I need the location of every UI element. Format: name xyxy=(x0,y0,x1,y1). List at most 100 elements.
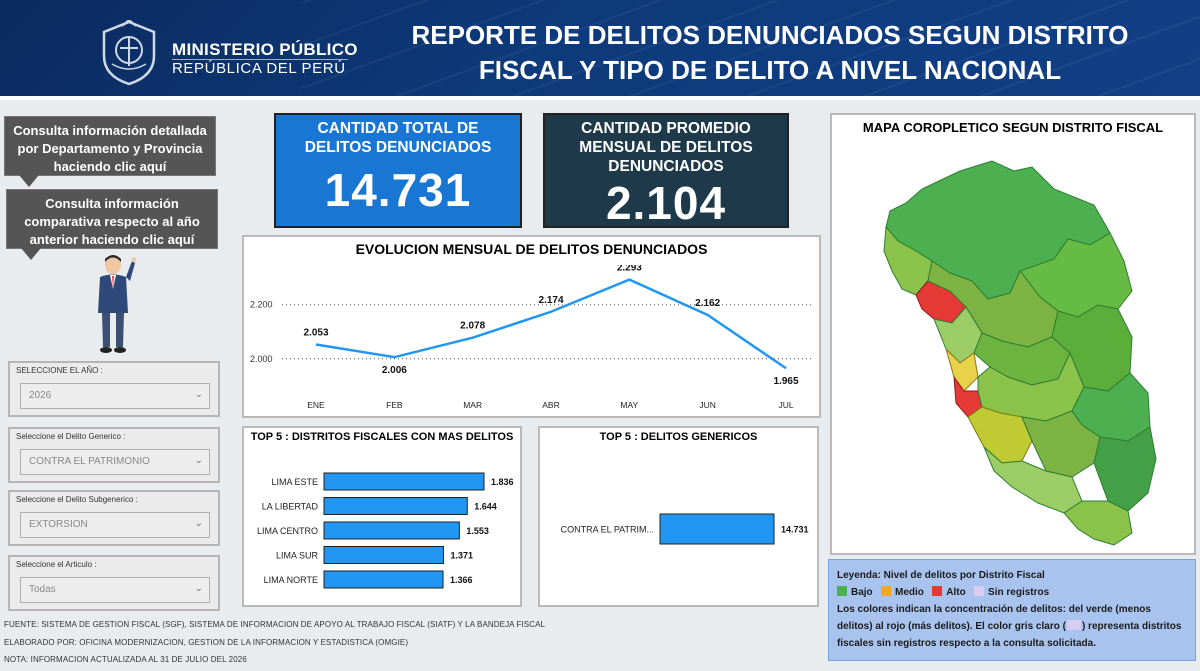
footer-source: FUENTE: SISTEMA DE GESTION FISCAL (SGF),… xyxy=(4,620,546,629)
monthly-trend-chart: 2.000 2.200 2.053 ENE 2.006 FEB 2.078 MAR 2.174 A… xyxy=(250,265,812,410)
top-generic-chart: CONTRA EL PATRIM... 14.731 xyxy=(561,513,809,545)
top-generic-panel: TOP 5 : DELITOS GENERICOS CONTRA EL PATR… xyxy=(538,426,819,607)
legend-label-none: Sin registros xyxy=(988,587,1050,598)
org-name: MINISTERIO PÚBLICO xyxy=(172,40,358,59)
chevron-down-icon: ⌄ xyxy=(194,518,203,529)
legend-item-none: Sin registros xyxy=(974,586,1050,598)
header-banner: MINISTERIO PÚBLICO REPÚBLICA DEL PERÚ RE… xyxy=(0,0,1200,100)
bar-value-label: 14.731 xyxy=(781,525,809,535)
header-stripe xyxy=(0,96,1200,100)
bar-value-label: 1.553 xyxy=(466,526,489,536)
legend-title: Leyenda: Nivel de delitos por Distrito F… xyxy=(837,570,1045,581)
kpi-average-title: CANTIDAD PROMEDIO MENSUAL DE DELITOS DEN… xyxy=(579,120,753,175)
subgeneric-crime-dropdown[interactable]: EXTORSION ⌄ xyxy=(20,512,210,538)
generic-crime-slicer-label: Seleccione el Delito Generico : xyxy=(16,432,126,441)
subgeneric-crime-dropdown-value: EXTORSION xyxy=(29,519,88,530)
data-label: 2.053 xyxy=(303,327,328,338)
legend-item-high: Alto xyxy=(932,586,966,598)
bar-value-label: 1.836 xyxy=(491,477,514,487)
peru-choropleth-map[interactable] xyxy=(832,141,1194,551)
report-title-line1: REPORTE DE DELITOS DENUNCIADOS SEGUN DIS… xyxy=(411,20,1129,50)
year-slicer: SELECCIONE EL AÑO : 2026 ⌄ xyxy=(8,361,220,417)
callout-tail xyxy=(21,248,41,260)
generic-crime-dropdown-value: CONTRA EL PATRIMONIO xyxy=(29,456,150,467)
chevron-down-icon: ⌄ xyxy=(194,583,203,594)
legend-swatch-high xyxy=(932,586,943,596)
top-districts-chart: LIMA ESTE 1.836 LA LIBERTAD 1.644 LIMA CENTR… xyxy=(257,472,514,589)
kpi-total-title: CANTIDAD TOTAL DE DELITOS DENUNCIADOS xyxy=(304,120,492,156)
data-label: 2.293 xyxy=(617,265,642,274)
legend-inline-swatch xyxy=(1066,620,1081,630)
kpi-total-card: CANTIDAD TOTAL DE DELITOS DENUNCIADOS 14… xyxy=(274,113,522,228)
bar xyxy=(323,570,444,589)
detail-query-button[interactable]: Consulta información detallada por Depar… xyxy=(4,116,216,187)
callout-tail xyxy=(19,175,39,187)
subgeneric-crime-slicer: Seleccione el Delito Subgenerico : EXTOR… xyxy=(8,490,220,546)
report-title-line2: FISCAL Y TIPO DE DELITO A NIVEL NACIONAL xyxy=(478,55,1062,85)
legend-items: Bajo Medio Alto Sin registros xyxy=(837,584,1187,601)
legend-label-low: Bajo xyxy=(851,587,873,598)
monthly-trend-title: EVOLUCION MENSUAL DE DELITOS DENUNCIADOS xyxy=(355,241,708,257)
footer-elaborated: ELABORADO POR: OFICINA MODERNIZACION, GE… xyxy=(4,638,409,647)
category-label: LIMA ESTE xyxy=(271,477,318,487)
generic-crime-dropdown[interactable]: CONTRA EL PATRIMONIO ⌄ xyxy=(20,449,210,475)
legend-swatch-none xyxy=(974,586,985,596)
choropleth-map-panel: MAPA COROPLETICO SEGUN DISTRITO FISCAL xyxy=(830,113,1196,555)
data-label: 2.174 xyxy=(538,295,563,306)
article-dropdown-value: Todas xyxy=(29,584,56,595)
category-label: LIMA NORTE xyxy=(264,575,318,585)
subgeneric-crime-slicer-label: Seleccione el Delito Subgenerico : xyxy=(16,495,138,504)
year-dropdown[interactable]: 2026 ⌄ xyxy=(20,383,210,409)
legend-item-medium: Medio xyxy=(881,586,924,598)
legend-label-high: Alto xyxy=(946,587,966,598)
bar-value-label: 1.644 xyxy=(474,502,497,512)
top-districts-title: TOP 5 : DISTRITOS FISCALES CON MAS DELIT… xyxy=(250,431,514,443)
data-label: 1.965 xyxy=(773,376,798,387)
x-tick-label: MAY xyxy=(620,400,638,410)
category-label: LIMA CENTRO xyxy=(257,526,318,536)
data-label: 2.006 xyxy=(382,365,407,376)
kpi-average-card: CANTIDAD PROMEDIO MENSUAL DE DELITOS DEN… xyxy=(543,113,789,229)
x-tick-label: MAR xyxy=(463,400,482,410)
year-slicer-label: SELECCIONE EL AÑO : xyxy=(16,366,103,375)
x-tick-label: JUN xyxy=(699,400,716,410)
category-label: LIMA SUR xyxy=(276,551,319,561)
monthly-trend-panel: EVOLUCION MENSUAL DE DELITOS DENUNCIADOS… xyxy=(242,235,821,418)
x-tick-label: JUL xyxy=(778,400,793,410)
year-dropdown-value: 2026 xyxy=(29,390,52,401)
kpi-total-value: 14.731 xyxy=(324,164,472,216)
bar-value-label: 1.371 xyxy=(450,551,473,561)
footer-note: NOTA: INFORMACION ACTUALIZADA AL 31 DE J… xyxy=(4,655,247,664)
presenter-avatar xyxy=(98,255,136,353)
org-subtitle: REPÚBLICA DEL PERÚ xyxy=(172,60,346,77)
compare-query-label: Consulta información comparativa respect… xyxy=(24,196,200,247)
map-legend: Leyenda: Nivel de delitos por Distrito F… xyxy=(828,559,1196,661)
map-title: MAPA COROPLETICO SEGUN DISTRITO FISCAL xyxy=(862,120,1164,135)
legend-description: Los colores indican la concentración de … xyxy=(837,601,1187,652)
legend-item-low: Bajo xyxy=(837,586,873,598)
bar xyxy=(323,497,468,515)
trend-line xyxy=(315,278,787,370)
article-dropdown[interactable]: Todas ⌄ xyxy=(20,577,210,603)
ministerio-emblem-icon xyxy=(102,20,156,86)
logo-divider xyxy=(172,59,348,60)
bar xyxy=(659,513,775,545)
legend-label-medium: Medio xyxy=(895,587,924,598)
article-slicer: Seleccione el Articulo : Todas ⌄ xyxy=(8,555,220,611)
x-tick-label: ENE xyxy=(307,400,325,410)
map-region-puno[interactable] xyxy=(1093,426,1157,512)
data-label: 2.162 xyxy=(695,298,720,309)
bar-value-label: 1.366 xyxy=(450,575,473,585)
top-generic-title: TOP 5 : DELITOS GENERICOS xyxy=(599,431,758,443)
legend-description-b: ) representa distritos fiscales sin regi… xyxy=(837,621,1182,649)
generic-crime-slicer: Seleccione el Delito Generico : CONTRA E… xyxy=(8,427,220,483)
x-tick-label: FEB xyxy=(386,400,403,410)
top-districts-panel: TOP 5 : DISTRITOS FISCALES CON MAS DELIT… xyxy=(242,426,522,607)
compare-query-button[interactable]: Consulta información comparativa respect… xyxy=(6,189,218,260)
map-region-moquegua-tacna[interactable] xyxy=(1063,500,1133,546)
legend-swatch-low xyxy=(837,586,847,596)
chevron-down-icon: ⌄ xyxy=(194,389,203,400)
category-label: LA LIBERTAD xyxy=(262,502,319,512)
x-tick-label: ABR xyxy=(542,400,559,410)
legend-description-a: Los colores indican la concentración de … xyxy=(837,604,1151,632)
